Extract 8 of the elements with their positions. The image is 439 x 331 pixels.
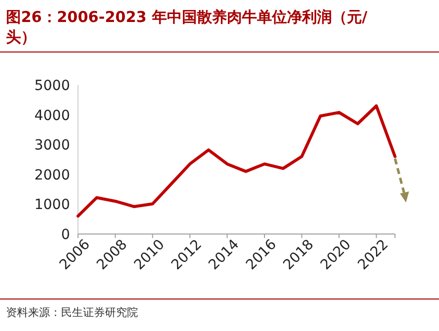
y-tick-label: 0 [61, 227, 70, 243]
y-tick-label: 5000 [34, 78, 70, 94]
y-tick-label: 4000 [34, 108, 70, 124]
y-tick-label: 3000 [34, 138, 70, 154]
y-tick-label: 1000 [34, 197, 70, 214]
text: 资料来源：民生证券研究院 [6, 306, 138, 319]
chart-title: 图26：2006-2023 年中国散养肉牛单位净利润（元/头） [6, 8, 368, 46]
y-tick-label: 2000 [34, 167, 70, 184]
